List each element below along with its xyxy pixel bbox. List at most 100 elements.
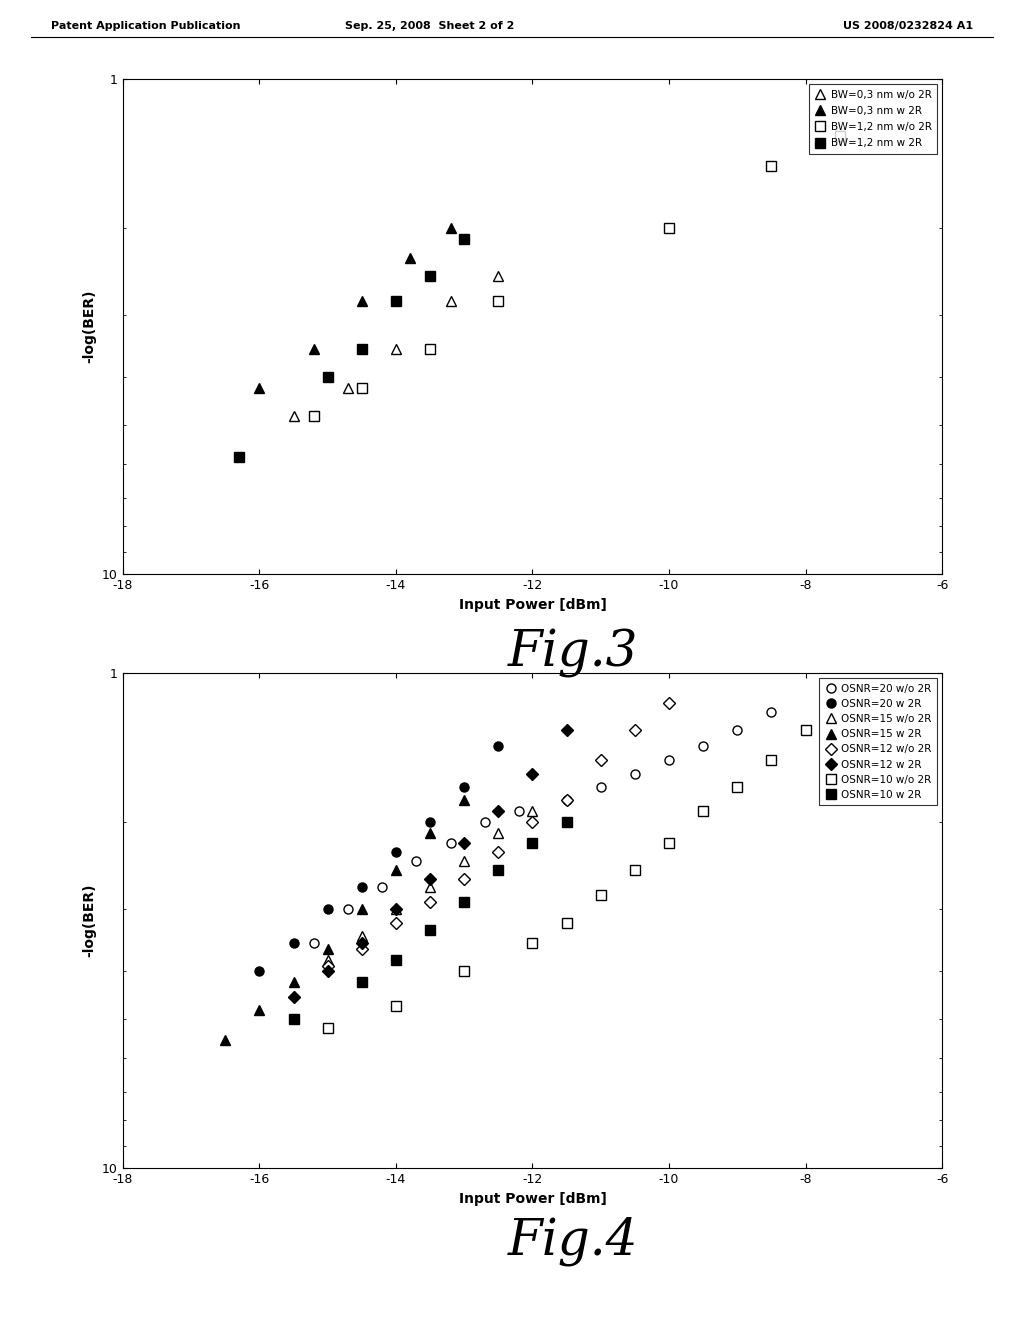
- BW=0,3 nm w 2R: [253, 380, 265, 396]
- OSNR=10 w/o 2R: [390, 998, 402, 1014]
- OSNR=20 w 2R: [288, 935, 300, 950]
- OSNR=20 w/o 2R: [697, 738, 710, 754]
- OSNR=15 w 2R: [458, 792, 470, 808]
- OSNR=12 w 2R: [322, 964, 334, 979]
- Text: Fig.4: Fig.4: [508, 1216, 639, 1266]
- OSNR=10 w/o 2R: [629, 862, 641, 878]
- OSNR=20 w/o 2R: [478, 814, 490, 830]
- OSNR=15 w/o 2R: [390, 902, 402, 917]
- OSNR=20 w/o 2R: [629, 767, 641, 783]
- OSNR=20 w/o 2R: [411, 854, 423, 870]
- OSNR=10 w/o 2R: [765, 752, 777, 768]
- OSNR=12 w/o 2R: [595, 752, 607, 768]
- Line: OSNR=10 w 2R: OSNR=10 w 2R: [289, 817, 571, 1024]
- BW=1,2 nm w/o 2R: [355, 380, 368, 396]
- OSNR=20 w/o 2R: [342, 902, 354, 917]
- OSNR=12 w 2R: [458, 834, 470, 850]
- OSNR=10 w 2R: [458, 894, 470, 909]
- Text: Sep. 25, 2008  Sheet 2 of 2: Sep. 25, 2008 Sheet 2 of 2: [345, 21, 515, 32]
- OSNR=10 w 2R: [560, 814, 572, 830]
- BW=1,2 nm w/o 2R: [308, 408, 321, 424]
- OSNR=20 w/o 2R: [308, 935, 321, 950]
- OSNR=15 w 2R: [288, 974, 300, 990]
- OSNR=15 w 2R: [219, 1032, 231, 1048]
- BW=0,3 nm w 2R: [308, 341, 321, 356]
- OSNR=10 w/o 2R: [697, 804, 710, 820]
- OSNR=15 w/o 2R: [458, 854, 470, 870]
- Line: OSNR=15 w/o 2R: OSNR=15 w/o 2R: [324, 807, 537, 965]
- OSNR=15 w 2R: [355, 902, 368, 917]
- OSNR=10 w/o 2R: [526, 935, 539, 950]
- OSNR=10 w 2R: [526, 834, 539, 850]
- Line: OSNR=12 w/o 2R: OSNR=12 w/o 2R: [324, 698, 674, 970]
- Line: OSNR=15 w 2R: OSNR=15 w 2R: [221, 795, 469, 1044]
- OSNR=20 w 2R: [458, 779, 470, 795]
- Line: OSNR=12 w 2R: OSNR=12 w 2R: [289, 725, 571, 1001]
- OSNR=10 w 2R: [355, 974, 368, 990]
- OSNR=20 w 2R: [424, 814, 436, 830]
- X-axis label: Input Power [dBm]: Input Power [dBm]: [459, 1192, 606, 1205]
- OSNR=10 w/o 2R: [560, 915, 572, 931]
- OSNR=15 w 2R: [390, 862, 402, 878]
- BW=0,3 nm w/o 2R: [342, 380, 354, 396]
- OSNR=20 w/o 2R: [595, 779, 607, 795]
- Line: BW=0,3 nm w/o 2R: BW=0,3 nm w/o 2R: [289, 272, 503, 421]
- OSNR=10 w 2R: [390, 952, 402, 968]
- BW=0,3 nm w/o 2R: [288, 408, 300, 424]
- BW=0,3 nm w/o 2R: [444, 293, 457, 309]
- Line: BW=1,2 nm w 2R: BW=1,2 nm w 2R: [234, 234, 469, 462]
- OSNR=10 w/o 2R: [800, 722, 812, 738]
- BW=1,2 nm w 2R: [424, 268, 436, 284]
- BW=0,3 nm w/o 2R: [493, 268, 505, 284]
- X-axis label: Input Power [dBm]: Input Power [dBm]: [459, 598, 606, 611]
- OSNR=12 w/o 2R: [526, 814, 539, 830]
- Y-axis label: -log(BER): -log(BER): [83, 884, 96, 957]
- BW=1,2 nm w/o 2R: [834, 128, 846, 144]
- OSNR=12 w/o 2R: [629, 722, 641, 738]
- BW=1,2 nm w 2R: [458, 231, 470, 247]
- OSNR=12 w/o 2R: [493, 845, 505, 861]
- BW=1,2 nm w/o 2R: [493, 293, 505, 309]
- BW=1,2 nm w 2R: [390, 293, 402, 309]
- OSNR=20 w 2R: [355, 879, 368, 895]
- Line: OSNR=20 w 2R: OSNR=20 w 2R: [255, 741, 503, 975]
- OSNR=10 w/o 2R: [731, 779, 743, 795]
- OSNR=12 w/o 2R: [560, 792, 572, 808]
- Text: US 2008/0232824 A1: US 2008/0232824 A1: [843, 21, 973, 32]
- BW=1,2 nm w/o 2R: [765, 158, 777, 174]
- OSNR=10 w 2R: [288, 1011, 300, 1027]
- BW=1,2 nm w/o 2R: [424, 341, 436, 356]
- BW=0,3 nm w 2R: [403, 251, 416, 267]
- Line: BW=0,3 nm w 2R: BW=0,3 nm w 2R: [255, 223, 455, 392]
- OSNR=10 w/o 2R: [458, 964, 470, 979]
- BW=0,3 nm w 2R: [444, 220, 457, 236]
- OSNR=10 w/o 2R: [322, 1020, 334, 1036]
- Legend: OSNR=20 w/o 2R, OSNR=20 w 2R, OSNR=15 w/o 2R, OSNR=15 w 2R, OSNR=12 w/o 2R, OSNR: OSNR=20 w/o 2R, OSNR=20 w 2R, OSNR=15 w/…: [819, 678, 937, 805]
- OSNR=15 w/o 2R: [355, 928, 368, 944]
- OSNR=20 w 2R: [493, 738, 505, 754]
- OSNR=15 w 2R: [424, 825, 436, 841]
- BW=1,2 nm w 2R: [322, 370, 334, 385]
- OSNR=12 w/o 2R: [663, 696, 675, 711]
- BW=1,2 nm w/o 2R: [663, 220, 675, 236]
- OSNR=12 w 2R: [390, 902, 402, 917]
- OSNR=12 w 2R: [493, 804, 505, 820]
- Text: Fig.3: Fig.3: [508, 628, 639, 678]
- OSNR=20 w/o 2R: [513, 804, 525, 820]
- OSNR=12 w/o 2R: [355, 941, 368, 957]
- OSNR=20 w 2R: [390, 845, 402, 861]
- OSNR=12 w/o 2R: [322, 958, 334, 974]
- OSNR=20 w/o 2R: [560, 792, 572, 808]
- OSNR=10 w 2R: [493, 862, 505, 878]
- OSNR=10 w/o 2R: [595, 887, 607, 903]
- Line: OSNR=10 w/o 2R: OSNR=10 w/o 2R: [324, 725, 810, 1032]
- OSNR=20 w 2R: [253, 964, 265, 979]
- OSNR=15 w/o 2R: [322, 952, 334, 968]
- OSNR=20 w/o 2R: [731, 722, 743, 738]
- OSNR=12 w 2R: [355, 935, 368, 950]
- OSNR=10 w/o 2R: [663, 834, 675, 850]
- OSNR=20 w/o 2R: [765, 705, 777, 721]
- BW=1,2 nm w 2R: [355, 341, 368, 356]
- Legend: BW=0,3 nm w/o 2R, BW=0,3 nm w 2R, BW=1,2 nm w/o 2R, BW=1,2 nm w 2R: BW=0,3 nm w/o 2R, BW=0,3 nm w 2R, BW=1,2…: [809, 84, 937, 153]
- Y-axis label: -log(BER): -log(BER): [83, 290, 96, 363]
